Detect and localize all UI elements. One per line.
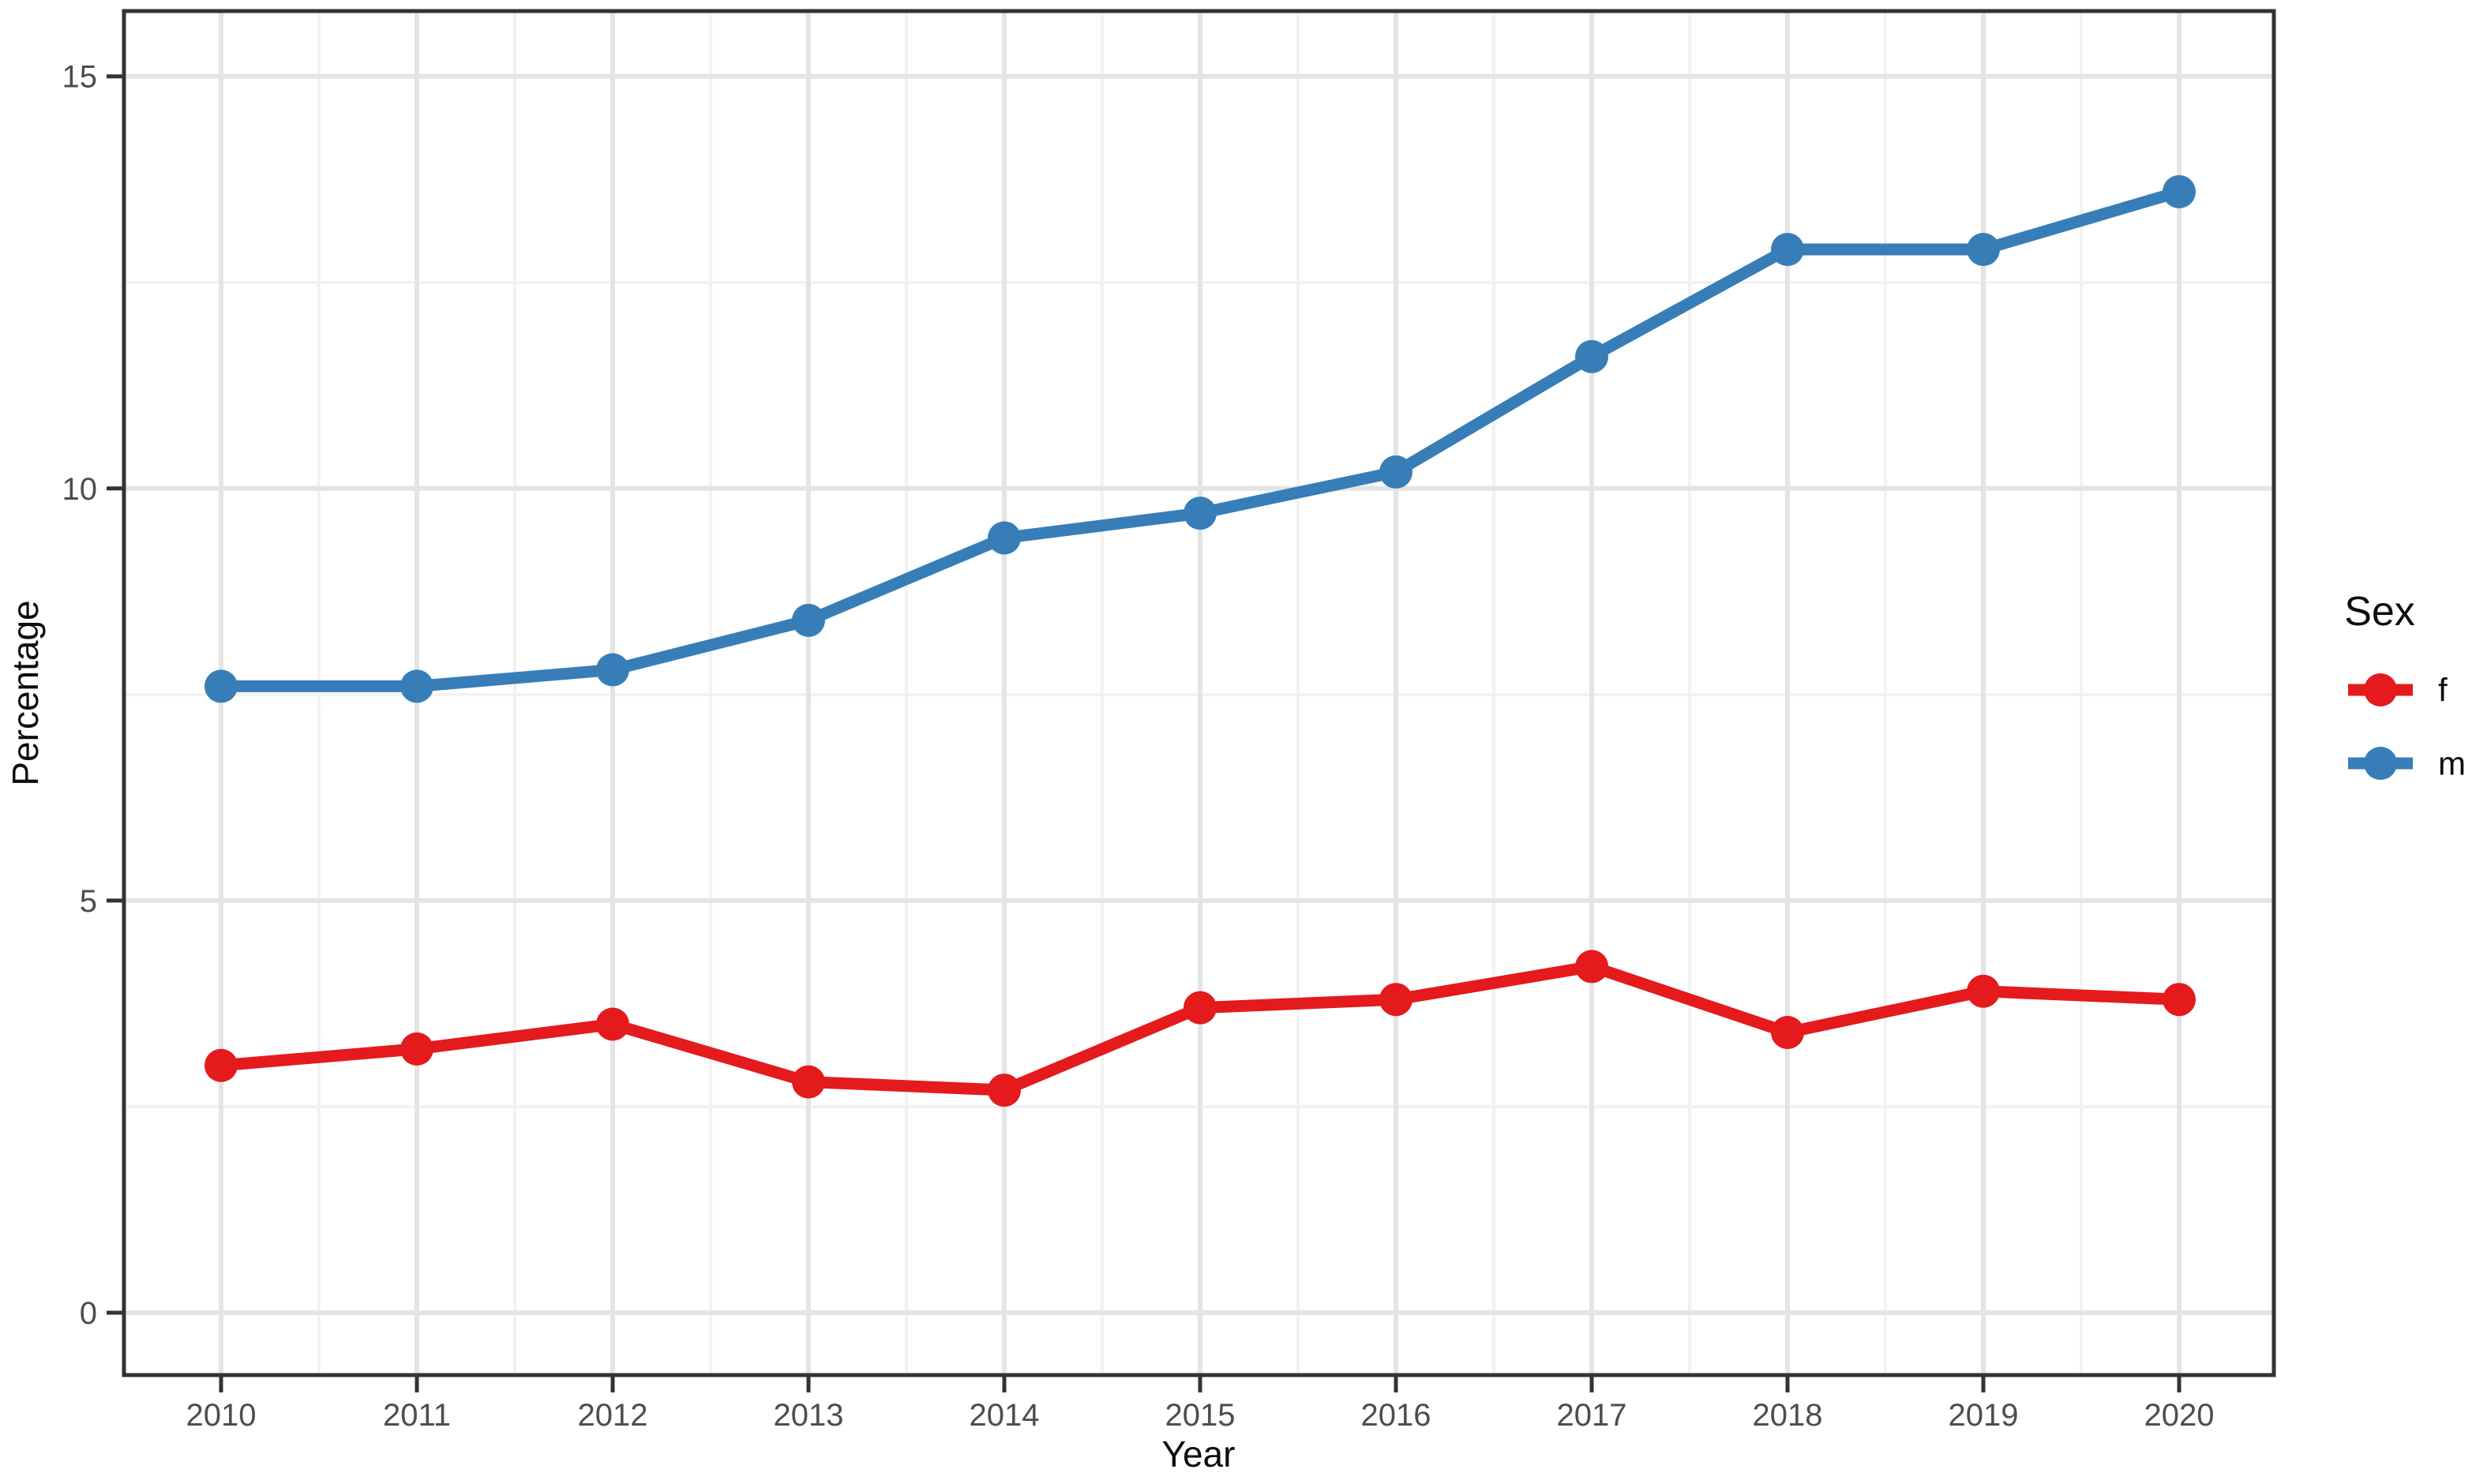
y-tick-label: 10 — [62, 472, 98, 507]
x-axis-tick-labels: 2010 2011 2012 2013 2014 2015 2016 2017 2018 2019… — [186, 1398, 2215, 1433]
data-point-m-2016 — [1379, 455, 1412, 489]
x-tick-label: 2012 — [578, 1398, 648, 1433]
x-tick-label: 2020 — [2144, 1398, 2215, 1433]
x-tick-label: 2015 — [1165, 1398, 1236, 1433]
data-point-m-2010 — [204, 669, 238, 703]
y-axis-tick-labels: 0 5 10 15 — [62, 60, 98, 1331]
data-point-f-2012 — [596, 1007, 629, 1041]
data-point-f-2019 — [1967, 974, 2000, 1008]
legend-title: Sex — [2344, 589, 2415, 635]
data-point-f-2011 — [400, 1032, 433, 1066]
legend-items: fm — [2348, 672, 2466, 782]
x-axis-title: Year — [1162, 1433, 1236, 1475]
data-point-m-2018 — [1771, 232, 1804, 266]
data-point-f-2015 — [1184, 991, 1217, 1025]
data-point-f-2016 — [1379, 983, 1412, 1017]
data-point-m-2019 — [1967, 232, 2000, 266]
y-tick-label: 0 — [80, 1296, 97, 1331]
data-point-f-2014 — [988, 1074, 1021, 1107]
data-point-f-2017 — [1575, 950, 1608, 984]
x-tick-label: 2017 — [1557, 1398, 1627, 1433]
series-points — [204, 174, 2196, 1107]
legend-label-f: f — [2438, 672, 2448, 709]
x-tick-label: 2016 — [1361, 1398, 1431, 1433]
data-point-m-2013 — [792, 603, 825, 637]
legend: Sex fm — [2344, 589, 2466, 782]
x-tick-label: 2018 — [1753, 1398, 1823, 1433]
legend-item-f: f — [2348, 672, 2448, 709]
axis-tick-marks — [107, 74, 2182, 1392]
data-point-m-2017 — [1575, 339, 1608, 373]
x-tick-label: 2019 — [1949, 1398, 2019, 1433]
data-point-f-2010 — [204, 1048, 238, 1082]
x-tick-label: 2010 — [186, 1398, 257, 1433]
y-axis-title: Percentage — [5, 600, 46, 785]
x-tick-label: 2014 — [970, 1398, 1040, 1433]
data-point-m-2015 — [1184, 497, 1217, 530]
x-tick-label: 2011 — [383, 1398, 451, 1433]
legend-key-point-f — [2364, 673, 2397, 706]
data-point-m-2011 — [400, 669, 433, 703]
data-point-f-2018 — [1771, 1015, 1804, 1049]
legend-label-m: m — [2438, 745, 2466, 782]
y-tick-label: 5 — [80, 884, 97, 919]
legend-key-point-m — [2364, 747, 2397, 780]
data-point-m-2012 — [596, 653, 629, 687]
y-tick-label: 15 — [62, 60, 98, 95]
data-point-m-2014 — [988, 521, 1021, 555]
data-point-f-2020 — [2163, 983, 2196, 1017]
data-point-m-2020 — [2163, 174, 2196, 208]
x-tick-label: 2013 — [774, 1398, 844, 1433]
legend-item-m: m — [2348, 745, 2466, 782]
data-point-f-2013 — [792, 1065, 825, 1099]
